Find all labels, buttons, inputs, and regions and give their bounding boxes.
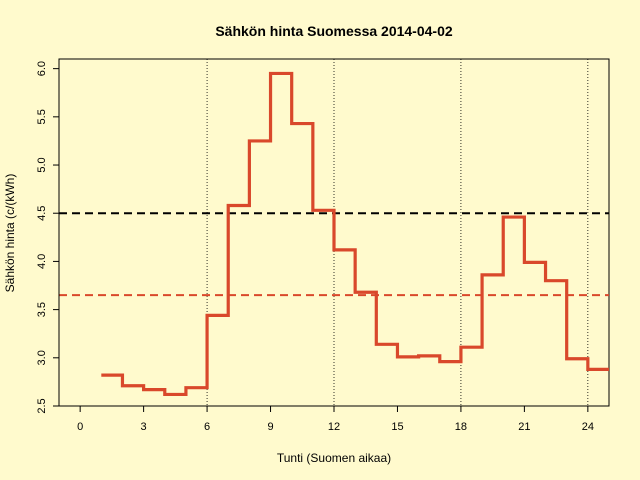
- chart-title: Sähkön hinta Suomessa 2014-04-02: [215, 23, 453, 39]
- y-tick-label: 3.0: [36, 350, 48, 365]
- x-tick-label: 21: [518, 421, 530, 433]
- x-tick-label: 0: [77, 421, 83, 433]
- y-tick-label: 5.0: [36, 157, 48, 172]
- y-tick-label: 3.5: [36, 302, 48, 317]
- x-axis-label: Tunti (Suomen aikaa): [277, 451, 391, 465]
- x-tick-label: 24: [582, 421, 594, 433]
- y-tick-label: 4.5: [36, 206, 48, 221]
- x-tick-label: 12: [328, 421, 340, 433]
- x-tick-label: 9: [267, 421, 273, 433]
- y-axis-label: Sähkön hinta (c/(kWh): [3, 174, 17, 293]
- x-axis: 0 3 6 9 12 15 18 21 24: [77, 405, 594, 433]
- x-tick-label: 6: [204, 421, 210, 433]
- y-tick-label: 2.5: [36, 398, 48, 413]
- y-tick-label: 4.0: [36, 254, 48, 269]
- x-tick-label: 15: [391, 421, 403, 433]
- price-step-line-1: [101, 71, 609, 397]
- x-tick-label: 18: [455, 421, 467, 433]
- y-axis: 2.5 3.0 3.5 4.0 4.5 5.0 5.5 6.0: [36, 61, 60, 414]
- y-tick-label: 5.5: [36, 109, 48, 124]
- series-layer: [101, 71, 609, 397]
- grid-layer: [206, 59, 589, 406]
- x-tick-label: 3: [141, 421, 147, 433]
- y-tick-label: 6.0: [36, 61, 48, 76]
